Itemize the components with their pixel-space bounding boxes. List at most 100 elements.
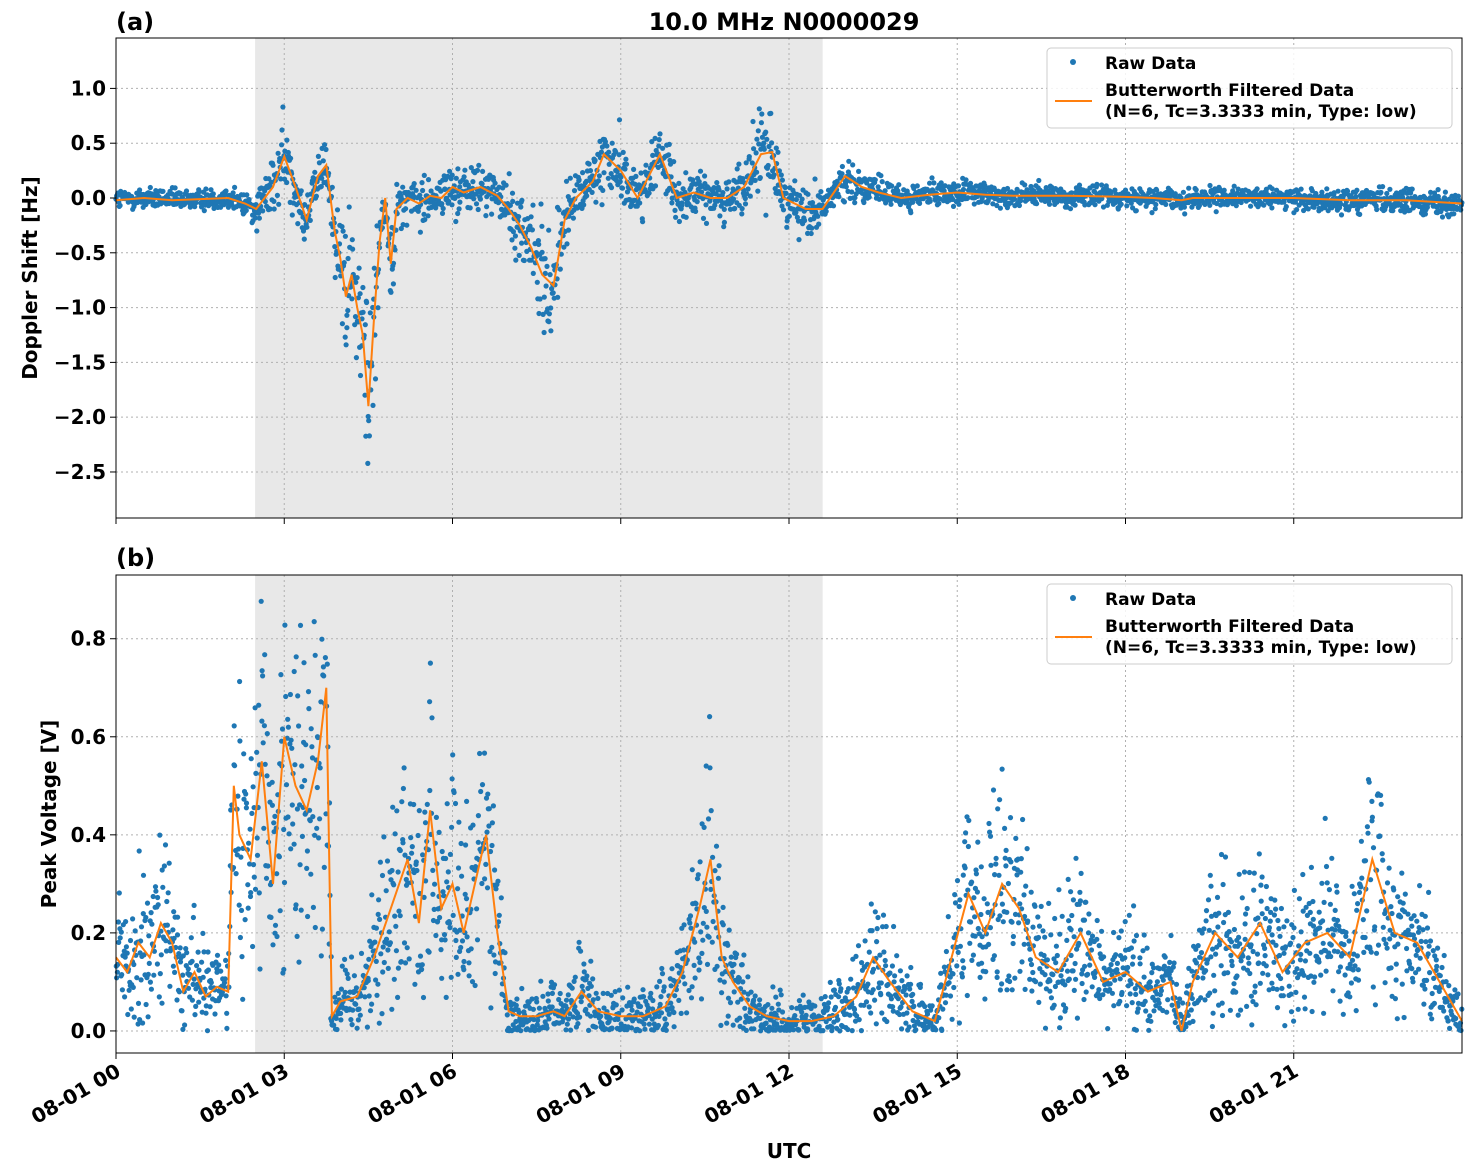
raw-data-point bbox=[183, 188, 190, 194]
raw-data-point bbox=[243, 805, 249, 811]
raw-data-point bbox=[357, 1012, 363, 1018]
raw-data-point bbox=[1221, 919, 1227, 926]
raw-data-point bbox=[1004, 987, 1010, 993]
raw-data-point bbox=[311, 619, 317, 625]
raw-data-point bbox=[356, 1006, 362, 1012]
raw-data-point bbox=[1220, 881, 1226, 888]
raw-data-point bbox=[1291, 925, 1297, 931]
raw-data-point bbox=[713, 843, 720, 849]
raw-data-point bbox=[707, 765, 713, 771]
raw-data-point bbox=[1147, 1013, 1153, 1019]
raw-data-point bbox=[841, 199, 848, 205]
raw-data-point bbox=[917, 981, 924, 988]
raw-data-point bbox=[1249, 1022, 1255, 1028]
raw-data-point bbox=[1269, 980, 1275, 986]
raw-data-point bbox=[1070, 968, 1076, 974]
raw-data-point bbox=[913, 1027, 919, 1033]
raw-data-point bbox=[557, 266, 563, 272]
raw-data-point bbox=[1162, 954, 1168, 960]
raw-data-point bbox=[637, 1028, 643, 1034]
raw-data-point bbox=[492, 970, 498, 977]
raw-data-point bbox=[128, 1006, 134, 1012]
raw-data-point bbox=[1066, 918, 1072, 924]
raw-data-point bbox=[312, 169, 318, 175]
raw-data-point bbox=[963, 830, 969, 836]
raw-data-point bbox=[319, 636, 325, 642]
raw-data-point bbox=[619, 185, 626, 191]
raw-data-point bbox=[177, 190, 183, 196]
raw-data-point bbox=[386, 929, 392, 935]
raw-data-point bbox=[709, 939, 715, 945]
raw-data-point bbox=[177, 945, 183, 951]
raw-data-point bbox=[448, 974, 454, 980]
raw-data-point bbox=[983, 969, 989, 975]
raw-data-point bbox=[960, 186, 967, 193]
raw-data-point bbox=[1118, 201, 1124, 207]
raw-data-point bbox=[1027, 976, 1033, 982]
raw-data-point bbox=[1213, 209, 1219, 215]
raw-data-point bbox=[1298, 951, 1304, 958]
raw-data-point bbox=[908, 964, 914, 971]
raw-data-point bbox=[1271, 912, 1277, 918]
raw-data-point bbox=[1276, 952, 1283, 959]
raw-data-point bbox=[518, 204, 524, 210]
raw-data-point bbox=[1029, 988, 1035, 994]
raw-data-point bbox=[542, 270, 548, 276]
raw-data-point bbox=[999, 981, 1005, 987]
raw-data-point bbox=[354, 275, 360, 281]
raw-data-point bbox=[637, 1003, 644, 1010]
raw-data-point bbox=[1131, 938, 1137, 944]
raw-data-point bbox=[158, 952, 164, 958]
raw-data-point bbox=[995, 806, 1001, 812]
raw-data-point bbox=[943, 948, 950, 955]
raw-data-point bbox=[1079, 980, 1085, 987]
raw-data-point bbox=[799, 196, 805, 202]
raw-data-point bbox=[556, 207, 562, 213]
raw-data-point bbox=[1036, 999, 1042, 1006]
raw-data-point bbox=[580, 170, 586, 176]
raw-data-point bbox=[689, 867, 695, 873]
raw-data-point bbox=[607, 1015, 613, 1021]
raw-data-point bbox=[946, 980, 952, 986]
raw-data-point bbox=[124, 950, 130, 956]
raw-data-point bbox=[350, 246, 356, 252]
raw-data-point bbox=[570, 215, 577, 221]
raw-data-point bbox=[835, 1016, 841, 1023]
raw-data-point bbox=[986, 941, 992, 948]
raw-data-point bbox=[130, 984, 136, 991]
raw-data-point bbox=[1272, 897, 1278, 903]
raw-data-point bbox=[514, 996, 520, 1002]
raw-data-point bbox=[1256, 851, 1262, 857]
raw-data-point bbox=[1107, 981, 1113, 987]
raw-data-point bbox=[140, 1020, 146, 1026]
raw-data-point bbox=[484, 829, 490, 835]
raw-data-point bbox=[563, 997, 570, 1003]
raw-data-point bbox=[1263, 883, 1269, 890]
raw-data-point bbox=[1186, 185, 1192, 191]
raw-data-point bbox=[1225, 909, 1231, 916]
raw-data-point bbox=[1064, 968, 1071, 974]
raw-data-point bbox=[529, 227, 536, 233]
raw-data-point bbox=[742, 195, 748, 202]
raw-data-point bbox=[466, 960, 472, 966]
raw-data-point bbox=[623, 161, 630, 167]
raw-data-point bbox=[1242, 921, 1248, 927]
raw-data-point bbox=[620, 149, 626, 155]
raw-data-point bbox=[1242, 936, 1248, 942]
raw-data-point bbox=[344, 312, 350, 318]
raw-data-point bbox=[126, 987, 132, 993]
raw-data-point bbox=[318, 183, 324, 190]
raw-data-point bbox=[812, 1003, 818, 1009]
raw-data-point bbox=[489, 944, 495, 951]
raw-data-point bbox=[1004, 909, 1010, 915]
raw-data-point bbox=[289, 745, 295, 751]
raw-data-point bbox=[742, 201, 749, 207]
raw-data-point bbox=[344, 325, 350, 331]
raw-data-point bbox=[907, 986, 913, 992]
raw-data-point bbox=[474, 906, 480, 912]
raw-data-point bbox=[421, 211, 427, 217]
raw-data-point bbox=[296, 723, 302, 729]
raw-data-point bbox=[1310, 898, 1316, 905]
raw-data-point bbox=[159, 1000, 165, 1006]
raw-data-point bbox=[703, 908, 709, 915]
